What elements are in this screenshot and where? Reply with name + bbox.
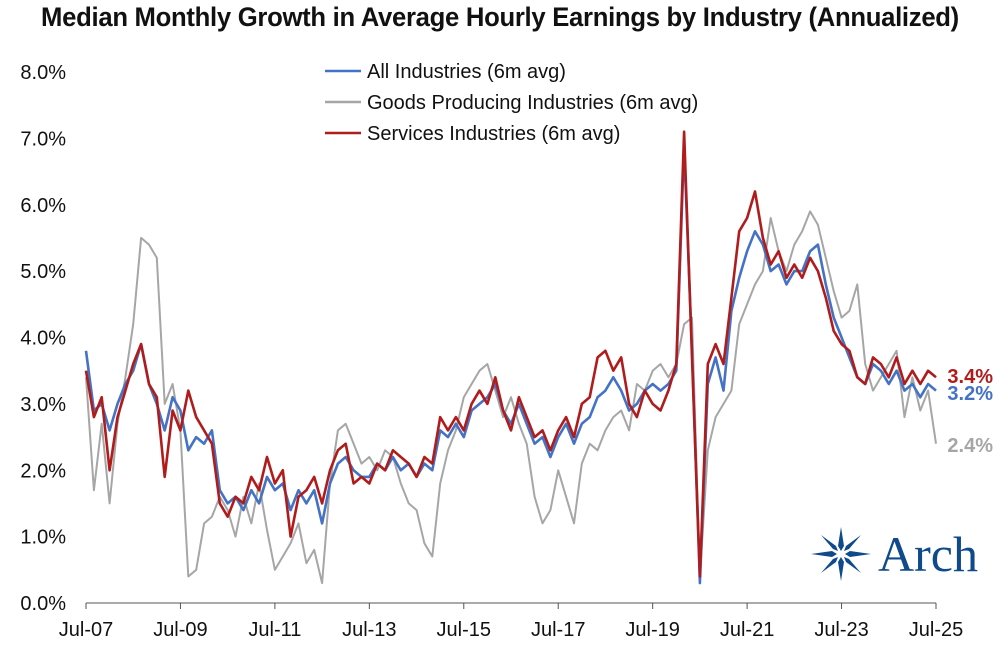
series-line-goods-producing-industries-6m-avg [85,210,937,585]
arch-logo: Arch [806,526,996,582]
x-tick-label: Jul-13 [342,619,396,641]
legend-label: Services Industries (6m avg) [367,123,620,145]
series-line-services-industries-6m-avg [84,130,937,578]
compass-star-icon [811,527,871,581]
end-label: 2.4% [947,435,993,457]
x-tick-label: Jul-21 [720,619,774,641]
y-tick-label: 0.0% [20,593,66,615]
x-tick-label: Jul-25 [909,619,963,641]
y-tick-label: 8.0% [20,62,66,84]
y-axis: 0.0% 1.0% 2.0% 3.0% 4.0% 5.0% 6.0% 7.0% 8.0% [20,62,66,615]
series-line-all-industries-6m-avg [84,143,937,585]
y-tick-label: 7.0% [20,128,66,150]
x-tick-label: Jul-11 [248,619,301,641]
end-label: 3.2% [947,383,993,405]
y-tick-label: 6.0% [20,195,66,217]
x-tick-label: Jul-07 [59,619,113,641]
x-tick-label: Jul-09 [153,619,207,641]
y-tick-label: 4.0% [20,328,66,350]
x-axis: Jul-07 Jul-09 Jul-11 Jul-13 Jul-15 Jul-17 Jul-… [59,602,963,641]
chart-title: Median Monthly Growth in Average Hourly … [41,2,959,32]
x-tick-label: Jul-15 [437,619,491,641]
logo-text: Arch [878,526,978,582]
y-tick-label: 3.0% [20,394,66,416]
x-tick-label: Jul-19 [625,619,679,641]
legend: All Industries (6m avg) Goods Producing I… [325,61,698,145]
legend-label: Goods Producing Industries (6m avg) [367,92,698,114]
plot-area [84,130,937,585]
x-tick-label: Jul-23 [814,619,868,641]
end-label: 3.4% [947,366,993,388]
end-labels: 3.2% 2.4% 3.4% [947,366,993,457]
legend-label: All Industries (6m avg) [367,61,566,83]
x-tick-label: Jul-17 [531,619,585,641]
y-tick-label: 5.0% [20,261,66,283]
y-tick-label: 2.0% [20,460,66,482]
y-tick-label: 1.0% [20,527,66,549]
